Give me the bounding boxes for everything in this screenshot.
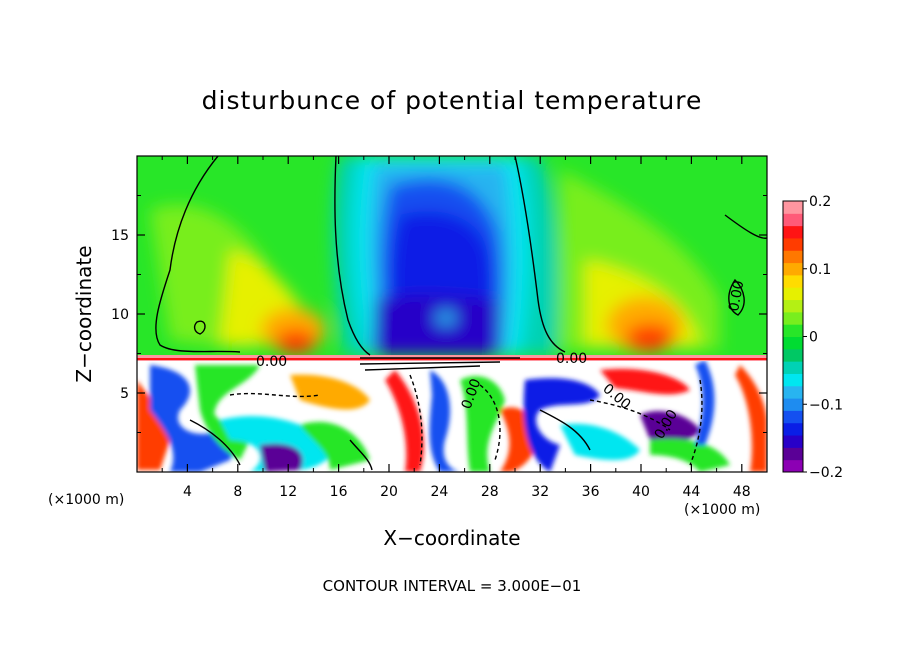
contour-small-dash-1 (229, 392, 321, 398)
eddy-purple-mid (260, 443, 303, 472)
x-tick-label: 20 (380, 484, 398, 500)
colorbar-tick-label: 0.2 (809, 194, 831, 210)
colorbar-swatch (783, 274, 803, 288)
eddy-blue-far-right (695, 360, 715, 445)
x-tick-label: 44 (682, 484, 700, 500)
eddy-red-right (600, 368, 690, 395)
y-tick-label: 10 (111, 307, 129, 323)
eddy-blue-center (429, 370, 460, 472)
eddy-red-left (137, 380, 170, 470)
contour-small-solid-2 (539, 409, 591, 451)
colorbar-tick-label: 0.1 (809, 262, 831, 278)
contour-right-zero (724, 214, 767, 239)
colorbar-tick-label: −0.1 (809, 397, 843, 413)
y-tick-label: 5 (120, 386, 129, 402)
eddy-blue-left (150, 365, 235, 472)
colorbar (782, 200, 804, 473)
x-tick-label: 32 (531, 484, 549, 500)
contour-small-dash-5 (689, 379, 703, 466)
y-axis: 5 10 15 (111, 195, 767, 433)
x-axis: 4 8 12 16 20 24 28 32 36 40 44 48 (161, 156, 751, 500)
colorbar-swatch (783, 324, 803, 337)
colorbar-swatch (783, 373, 803, 387)
cold-plume-light-patch (436, 311, 456, 325)
interface-line (137, 358, 767, 360)
lower-turbulence (137, 360, 767, 472)
chart-title: disturbunce of potential temperature (201, 86, 703, 115)
contour-interval-note: CONTOUR INTERVAL = 3.000E−01 (322, 577, 582, 595)
x-tick-label: 24 (430, 484, 448, 500)
colorbar-swatch (783, 459, 803, 473)
contours (155, 156, 767, 471)
contour-small-dash-2 (409, 374, 423, 466)
contour-left-loop (193, 320, 206, 335)
colorbar-swatch (783, 311, 803, 325)
x-tick-label: 4 (183, 484, 192, 500)
contour-label: 0.00 (556, 351, 587, 367)
eddy-blue-right-center (523, 378, 600, 472)
contour-small-dash-3 (479, 384, 501, 461)
y-tick-label: 15 (111, 228, 129, 244)
contour-small-dash-4 (589, 399, 671, 431)
colorbar-tick-label: 0 (809, 330, 818, 346)
eddy-orange-mid (290, 374, 370, 410)
x-tick-label: 36 (582, 484, 600, 500)
x-unit-left: (×1000 m) (48, 492, 125, 508)
colorbar-swatch (783, 410, 803, 424)
eddy-green-right (650, 438, 730, 472)
colorbar-tick-label: −0.2 (809, 465, 843, 481)
colorbar-swatch (783, 299, 803, 313)
contour-hatch-2 (359, 361, 501, 365)
contour-plume-left (334, 156, 371, 356)
contour-label: 0.00 (256, 354, 287, 370)
colorbar-swatch (783, 201, 803, 214)
eddy-cyan-right (560, 423, 640, 460)
x-tick-label: 48 (733, 484, 751, 500)
eddy-red-far-right (735, 365, 767, 472)
colorbar-swatch (783, 250, 803, 264)
contour-small-solid-1 (189, 419, 241, 466)
x-tick-label: 16 (330, 484, 348, 500)
colorbar-swatch (783, 398, 803, 411)
eddy-purple-right (640, 410, 700, 443)
x-tick-label: 28 (481, 484, 499, 500)
colorbar-swatch (783, 336, 803, 350)
x-unit-right: (×1000 m) (684, 502, 761, 518)
colorbar-swatch (783, 348, 803, 362)
x-tick-label: 8 (233, 484, 242, 500)
eddy-red-center (385, 370, 424, 472)
contour-small-solid-3 (349, 439, 373, 471)
colorbar-swatch (783, 447, 803, 461)
y-axis-label: Z−coordinate (72, 245, 96, 383)
colorbar-swatch (783, 287, 803, 301)
contour-plume-right (514, 156, 566, 353)
eddy-green-center (460, 376, 505, 472)
colorbar-swatch (783, 422, 803, 436)
colorbar-swatch (783, 225, 803, 239)
colorbar-swatch (783, 435, 803, 448)
cold-plume-core (372, 294, 500, 355)
eddy-green-mid (300, 421, 370, 470)
x-tick-label: 40 (632, 484, 650, 500)
x-axis-label: X−coordinate (383, 526, 521, 550)
plot-field (137, 156, 767, 472)
x-tick-label: 12 (279, 484, 297, 500)
colorbar-swatch (783, 237, 803, 251)
warm-right-red (626, 324, 674, 352)
warm-left-red (276, 330, 316, 354)
contour-left-zero (155, 156, 241, 353)
contour-label: 0.00 (726, 279, 747, 312)
colorbar-swatch (783, 385, 803, 399)
colorbar-ticks: 0.2 0.1 0 −0.1 −0.2 (803, 194, 843, 481)
colorbar-swatch (783, 213, 803, 227)
contour-right-loop (728, 278, 745, 316)
contour-hatch-3 (364, 365, 481, 371)
colorbar-swatch (783, 361, 803, 374)
colorbar-swatch (783, 262, 803, 276)
